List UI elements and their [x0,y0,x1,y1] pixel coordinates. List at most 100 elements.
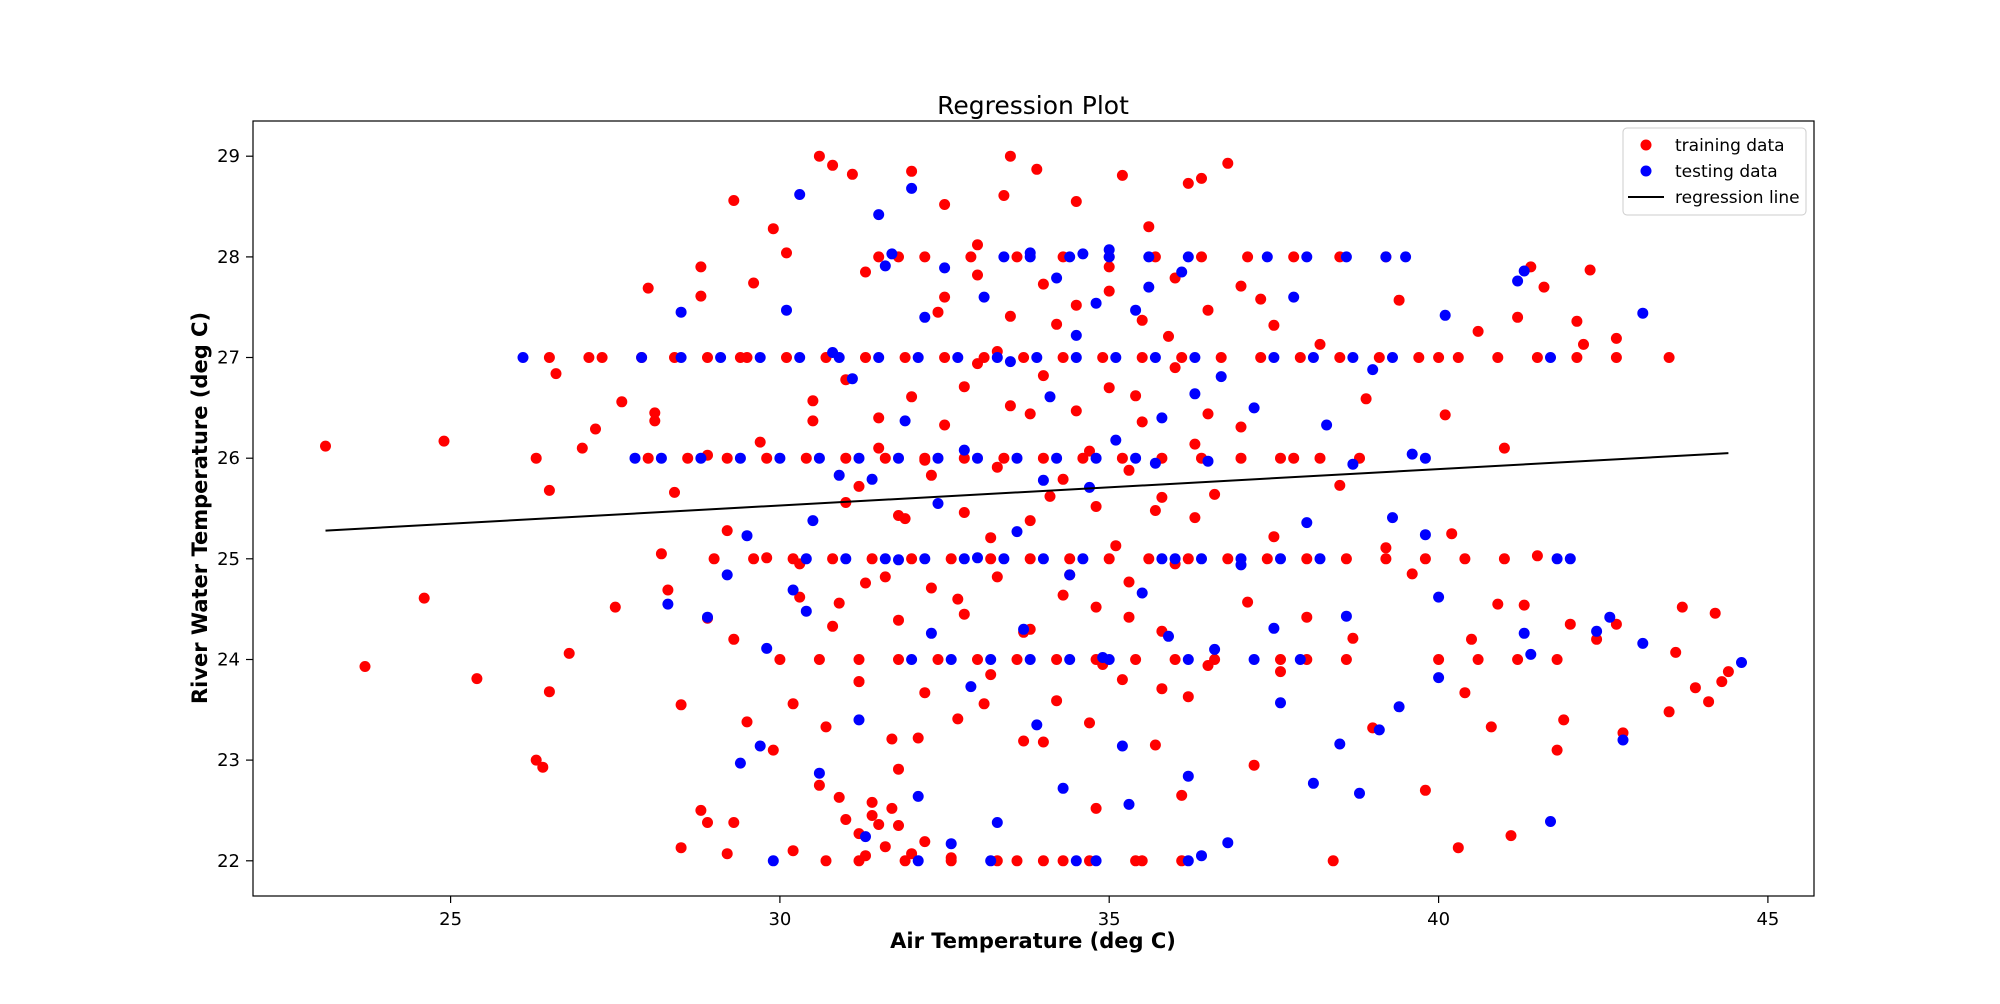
x-tick-label: 40 [1427,909,1450,930]
training-data-point [1057,855,1069,867]
training-data-point [945,553,957,565]
training-data-point [537,761,549,773]
training-data-point [761,452,773,464]
testing-data-point [873,352,885,363]
training-data-point [939,291,951,303]
training-data-point [1182,691,1194,703]
testing-data-point [1189,352,1201,363]
testing-data-point [1070,352,1082,363]
training-data-point [721,848,733,860]
training-data-point [899,352,911,363]
training-data-point [1275,654,1286,665]
training-data-point [774,654,786,665]
training-data-point [1004,400,1016,412]
testing-data-point [794,352,806,363]
training-data-point [1301,611,1313,623]
training-data-point [998,452,1010,464]
y-tick-label: 22 [217,851,240,872]
testing-data-point [1123,798,1135,810]
training-data-point [1097,352,1109,363]
testing-data-point [945,838,957,850]
testing-data-point [629,452,641,464]
training-data-point [721,525,733,537]
testing-data-point [939,262,951,274]
training-data-point [1459,553,1471,565]
testing-data-point [1182,855,1194,867]
training-data-point [563,647,575,659]
training-data-point [1004,310,1016,322]
training-data-point [1340,553,1352,565]
testing-data-point [1037,474,1049,486]
testing-data-point [1024,251,1036,263]
testing-data-point [1637,637,1649,649]
testing-data-point [1551,553,1563,565]
training-data-point [886,733,898,745]
training-data-point [807,415,819,427]
training-data-point [1610,618,1622,630]
legend-testing-marker [1640,165,1652,177]
training-data-point [1189,438,1201,450]
training-data-point [1275,452,1286,464]
testing-data-point [517,352,529,363]
legend-testing-label: testing data [1675,162,1778,182]
y-tick-label: 29 [217,146,240,167]
training-data-point [813,779,825,791]
training-data-point [1057,352,1069,363]
testing-data-point [1564,553,1576,565]
testing-data-point [1149,457,1161,469]
testing-data-point [899,415,911,427]
training-data-point [1472,654,1484,665]
training-data-point [1064,553,1076,565]
training-data-point [1663,706,1675,718]
training-data-point [866,810,878,821]
training-data-point [1037,370,1049,382]
testing-data-point [1143,251,1155,263]
training-data-point [695,261,707,273]
training-data-point [965,251,977,263]
testing-data-point [1163,630,1174,642]
x-tick-label: 35 [1098,909,1121,930]
training-data-point [952,593,964,605]
testing-data-point [873,209,885,221]
training-data-point [702,817,713,828]
training-data-point [1149,505,1161,516]
training-data-point [873,251,885,263]
training-data-point [418,592,430,604]
training-data-point [1446,528,1458,540]
training-data-point [879,452,891,464]
testing-data-point [965,681,977,693]
training-data-point [1090,802,1102,814]
training-data-point [952,713,964,725]
training-data-point [1136,416,1148,428]
testing-data-point [1406,448,1418,460]
testing-data-point [695,452,707,464]
training-data-point [873,412,885,424]
legend-training-marker [1640,139,1652,151]
x-tick-label: 30 [768,909,791,930]
training-data-point [1136,352,1148,363]
testing-data-point [675,352,687,363]
testing-data-point [781,304,792,316]
x-axis-ticks: 25 30 35 40 45 [439,896,1779,930]
training-data-point [471,673,483,685]
testing-data-point [1077,248,1089,260]
training-data-point [550,368,562,380]
training-data-point [1689,682,1701,694]
training-data-point [833,791,845,803]
training-data-point [1485,721,1497,733]
training-data-point [1103,285,1115,297]
testing-data-point [893,452,904,464]
training-data-point [813,654,825,665]
training-data-point [609,601,621,613]
training-data-point [1123,576,1135,588]
x-axis-label: Air Temperature (deg C) [890,929,1176,953]
testing-data-point [1347,458,1359,470]
training-data-point [1103,261,1115,273]
testing-data-point [919,311,931,323]
testing-data-point [1248,402,1260,414]
training-data-point [721,452,733,464]
testing-data-point [912,352,924,363]
training-data-point [1057,473,1069,485]
training-data-point [787,845,799,857]
